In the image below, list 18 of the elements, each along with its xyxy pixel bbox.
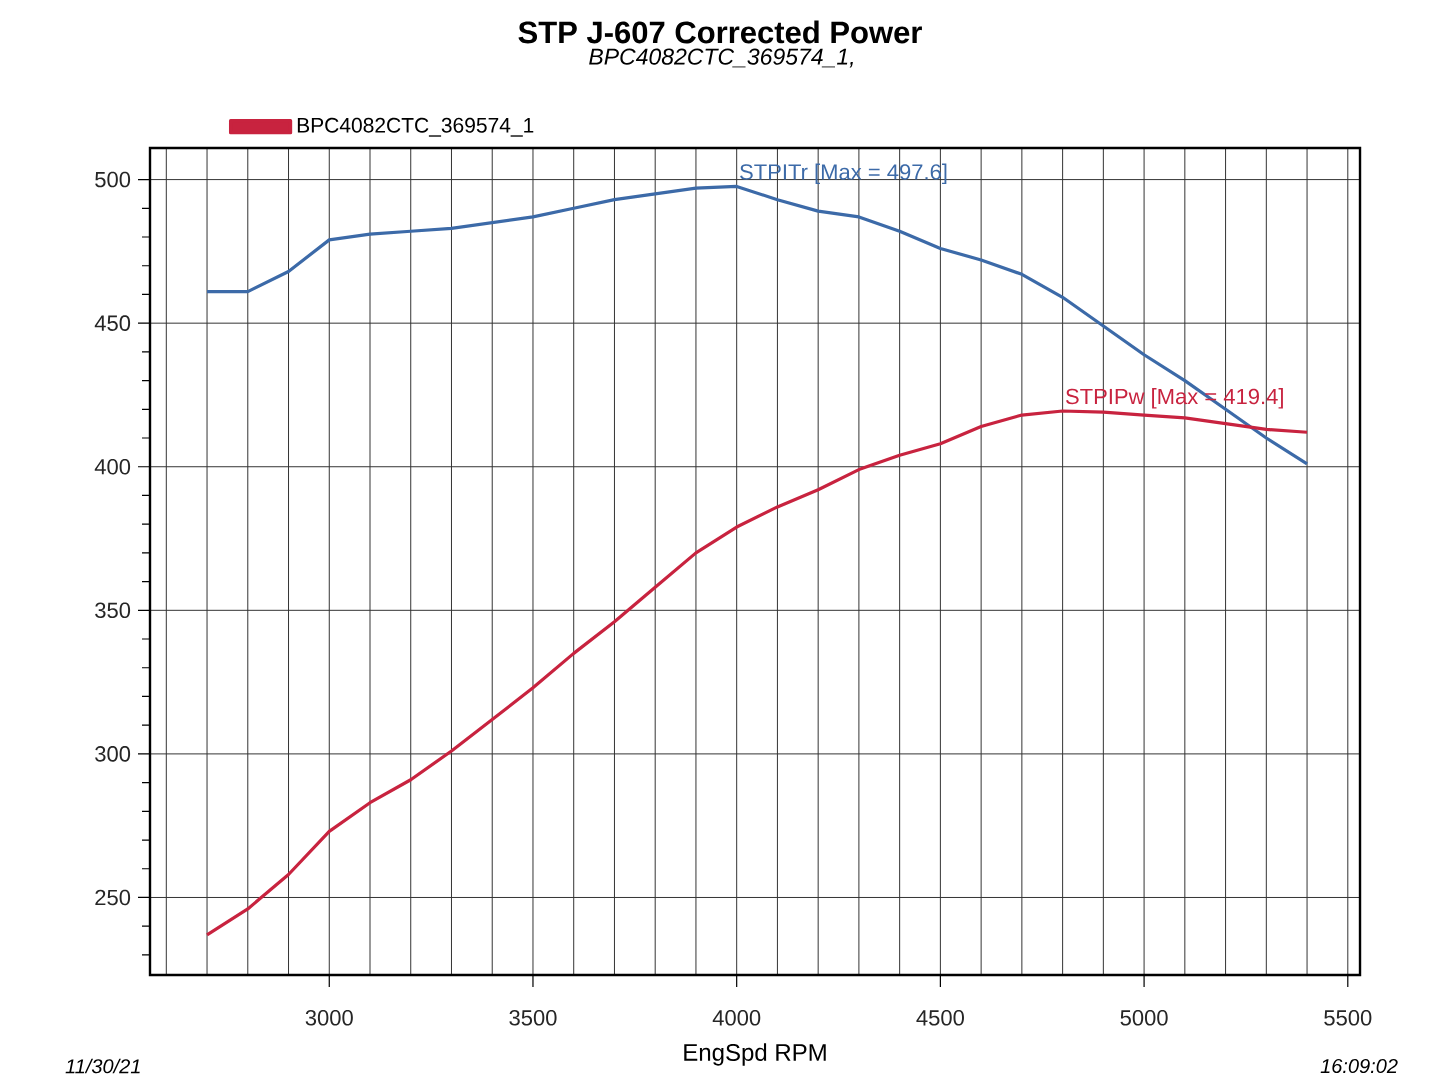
x-tick-label: 4000 <box>712 1010 761 1026</box>
x-axis-title: EngSpd RPM <box>684 1043 826 1066</box>
y-tick-label: 450 <box>94 315 131 331</box>
y-tick-label: 250 <box>95 889 131 906</box>
text: 11/30/21 <box>65 1058 140 1074</box>
x-tick-label: 3000 <box>305 1010 353 1026</box>
x-tick-label: 5500 <box>1324 1010 1372 1026</box>
x-tick-label: 5000 <box>1120 1010 1168 1026</box>
chart-title: STP J-607 Corrected Power <box>518 20 922 44</box>
y-tick-label: 350 <box>95 602 131 619</box>
x-tick-label: 4500 <box>916 1010 964 1026</box>
y-tick-label: 500 <box>95 171 131 188</box>
legend-label: BPC4082CTC_369574_1 <box>297 117 534 137</box>
x-tick-label: 3500 <box>509 1010 557 1026</box>
chart-subtitle: BPC4082CTC_369574_1, <box>589 48 853 68</box>
text: 16:09:02 <box>1320 1058 1398 1074</box>
y-tick-label: 300 <box>95 746 131 762</box>
y-tick-label: 400 <box>94 458 131 475</box>
